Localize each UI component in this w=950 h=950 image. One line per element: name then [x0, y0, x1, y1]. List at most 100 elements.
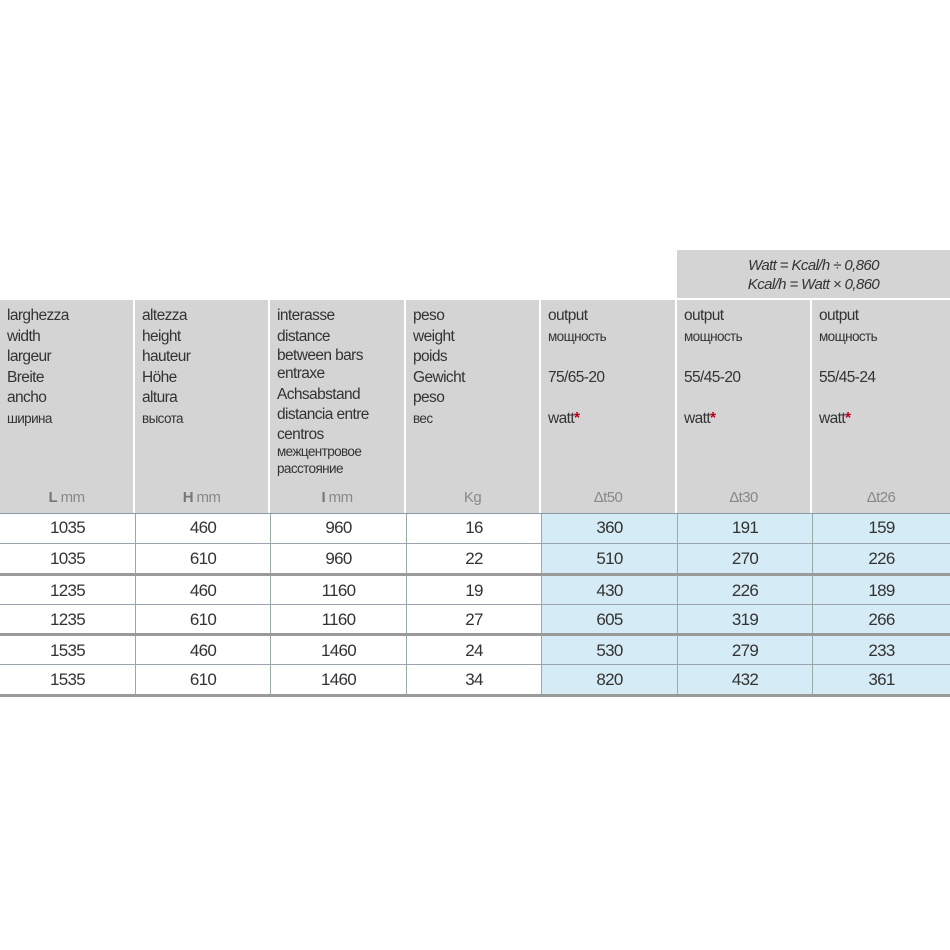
header-label: Breite: [7, 368, 45, 386]
table-cell: 510: [541, 544, 677, 573]
spacer: [548, 347, 675, 368]
row-divider: [0, 604, 950, 605]
conversion-formula: Watt = Kcal/h ÷ 0,860 Kcal/h = Watt × 0,…: [677, 250, 950, 298]
table-row: 1035 610 960 22 510 270 226: [0, 544, 950, 573]
header-watt: watt*: [819, 409, 950, 430]
unit-symbol: H: [182, 489, 194, 507]
header-label-ru: ширина: [7, 410, 52, 426]
header-label: width: [7, 327, 41, 345]
header-label: weight: [413, 327, 455, 345]
table-cell: 1160: [270, 605, 406, 634]
header-label: distance: [277, 327, 331, 345]
watt-label: watt: [684, 409, 711, 427]
table-cell: 1035: [49, 518, 86, 537]
formula-kcal: Kcal/h = Watt × 0,860: [747, 276, 880, 293]
header-label: peso: [413, 389, 445, 407]
header-label: between bars: [277, 347, 363, 365]
table-cell: 1235: [49, 610, 86, 629]
header-label: Höhe: [142, 368, 177, 386]
table-cell: 610: [135, 605, 270, 634]
column-header: interasse distance between bars entraxe Achs…: [270, 300, 404, 513]
header-label: Achsabstand: [277, 385, 361, 403]
header-label: interasse: [277, 307, 335, 324]
table-cell: 1160: [270, 576, 406, 606]
header-output-ru: мощность: [684, 328, 743, 344]
table-cell: 226: [812, 544, 950, 573]
header-label: ancho: [7, 389, 47, 407]
table-cell: 460: [135, 513, 270, 543]
table-cell: 191: [677, 513, 812, 543]
table-cell: 610: [135, 544, 270, 573]
table-cell: 319: [677, 605, 812, 634]
table-cell: 1460: [270, 636, 406, 666]
unit-symbol: L: [48, 489, 58, 507]
header-condition: 55/45-24: [819, 368, 876, 386]
header-label: height: [142, 327, 181, 345]
column-header: output мощность 55/45-20 watt* Δt30: [677, 300, 810, 513]
header-output-ru: мощность: [548, 328, 607, 344]
table-cell: 361: [812, 665, 950, 694]
row-divider: [0, 543, 950, 544]
header-label: distancia entre: [277, 406, 369, 424]
header-label-ru: высота: [142, 410, 184, 426]
header-watt: watt*: [684, 409, 810, 430]
header-label: Gewicht: [413, 368, 465, 386]
header-output: output: [548, 307, 588, 324]
table-cell: 24: [406, 636, 541, 666]
column-header: peso weight poids Gewicht peso вес Kg: [406, 300, 539, 513]
header-unit: Δt50: [593, 489, 623, 507]
header-watt: watt*: [548, 409, 675, 430]
table-cell: 1460: [270, 665, 406, 694]
table-cell: 27: [406, 605, 541, 634]
formula-watt: Watt = Kcal/h ÷ 0,860: [748, 257, 879, 274]
table-cell: 960: [270, 513, 406, 543]
asterisk-icon: *: [574, 409, 580, 427]
header-unit: Δt30: [729, 489, 758, 507]
header-label-ru: вес: [413, 410, 433, 426]
header-label: peso: [413, 307, 445, 324]
row-divider: [0, 573, 950, 576]
header-label: larghezza: [7, 307, 69, 324]
header-unit: L mm: [0, 488, 133, 509]
header-label-ru: межцентровое: [277, 443, 362, 459]
header-label: altezza: [142, 307, 188, 324]
asterisk-icon: *: [845, 409, 851, 427]
table-cell: 270: [677, 544, 812, 573]
table-cell: 430: [541, 576, 677, 606]
header-unit: I mm: [270, 488, 404, 509]
table-cell: 820: [541, 665, 677, 694]
header-unit: H mm: [135, 488, 268, 509]
table-cell: 610: [135, 665, 270, 694]
header-unit: Δt26: [866, 489, 896, 507]
table-cell: 530: [541, 636, 677, 666]
row-divider: [0, 694, 950, 697]
table-cell: 360: [541, 513, 677, 543]
table-cell: 605: [541, 605, 677, 634]
spacer: [548, 388, 675, 409]
table-cell: 460: [135, 636, 270, 666]
column-header: output мощность 55/45-24 watt* Δt26: [812, 300, 950, 513]
asterisk-icon: *: [710, 409, 716, 427]
header-unit: Kg: [406, 488, 539, 509]
table-cell: 233: [812, 636, 950, 666]
table-cell: 19: [406, 576, 541, 606]
table-cell: 432: [677, 665, 812, 694]
row-divider: [0, 513, 950, 514]
spacer: [684, 347, 810, 368]
header-label: hauteur: [142, 348, 191, 366]
header-label-ru: расстояние: [277, 460, 343, 476]
header-output: output: [819, 307, 859, 324]
table-row: 1235 460 1160 19 430 226 189: [0, 576, 950, 606]
table-cell: 460: [135, 576, 270, 606]
header-label: poids: [413, 348, 448, 366]
header-output-ru: мощность: [819, 328, 878, 344]
header-label: centros: [277, 425, 324, 443]
table-cell: 34: [406, 665, 541, 694]
table-cell: 159: [812, 513, 950, 543]
table-row: 1535 460 1460 24 530 279 233: [0, 636, 950, 666]
header-label: altura: [142, 389, 178, 407]
table-row: 1235 610 1160 27 605 319 266: [0, 605, 950, 634]
table-cell: 1235: [49, 581, 86, 600]
row-divider: [0, 633, 950, 636]
column-header: larghezza width largeur Breite ancho ширина L …: [0, 300, 133, 513]
